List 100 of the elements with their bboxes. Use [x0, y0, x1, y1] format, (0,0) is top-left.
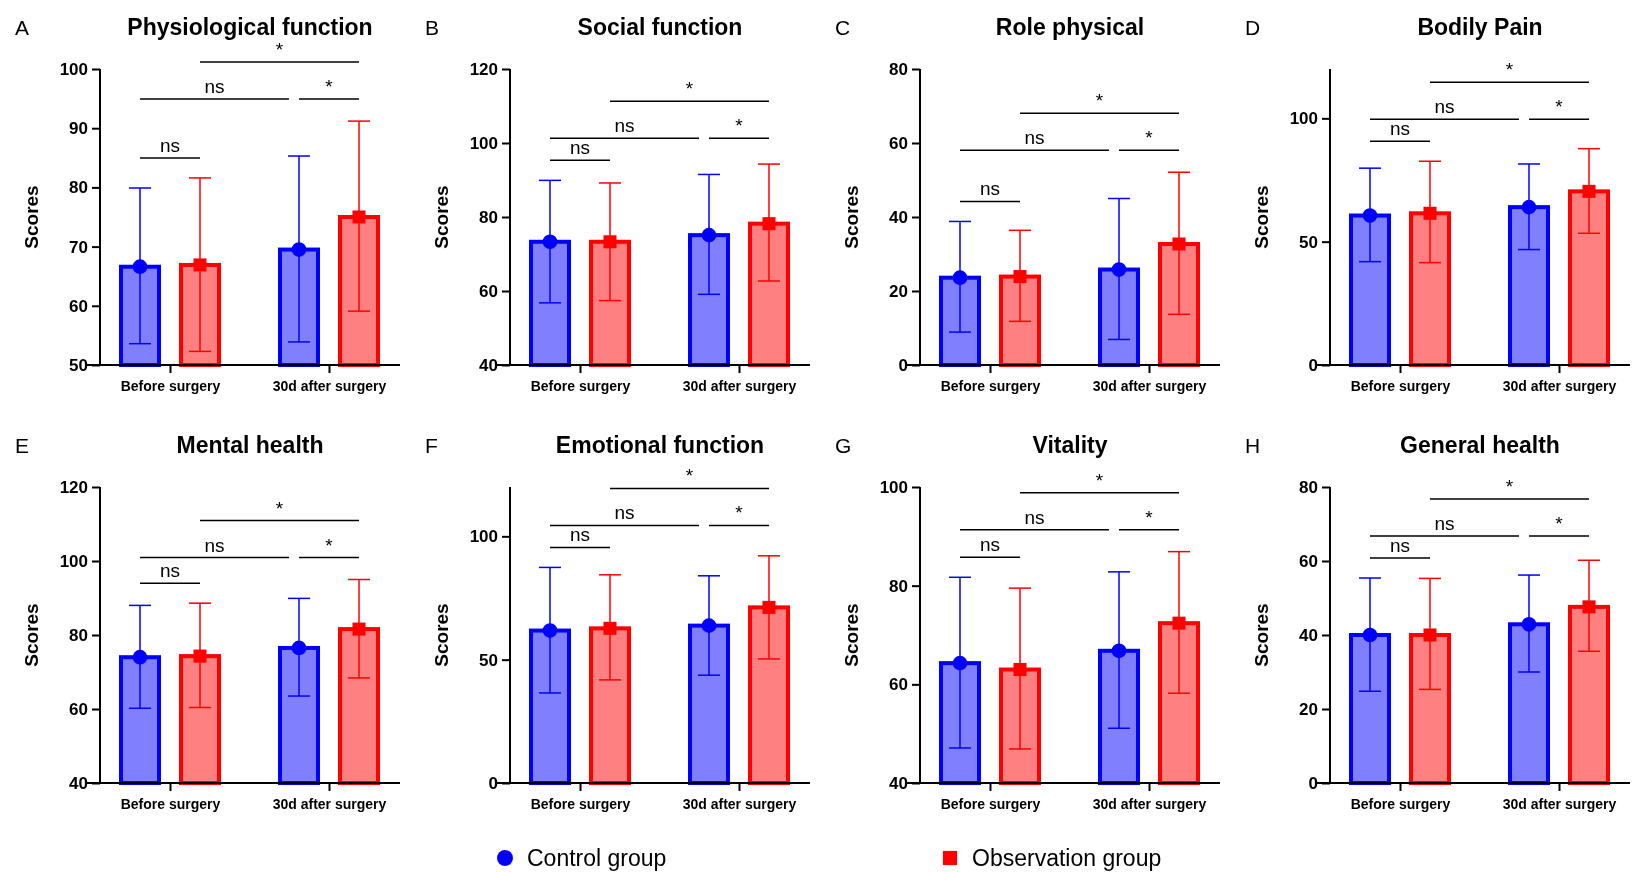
x-tick-label: Before surgery: [120, 795, 221, 812]
y-axis-title: Scores: [21, 603, 42, 667]
significance-bracket: *: [609, 465, 770, 490]
chart-title: Vitality: [1032, 432, 1108, 458]
annotation: *: [1505, 59, 1514, 81]
y-axis-title: Scores: [841, 603, 862, 667]
y-tick-label: 120: [59, 477, 88, 497]
x-tick-label: Before surgery: [1350, 795, 1451, 812]
significance-bracket: ns: [959, 506, 1110, 531]
significance-bracket: *: [1118, 127, 1180, 151]
annotation: ns: [979, 178, 1001, 200]
x-tick-label: 30d after surgery: [272, 377, 387, 394]
text: F: [425, 434, 438, 457]
annotation: ns: [569, 524, 591, 546]
y-tick-label: 100: [1289, 109, 1318, 129]
annotation: *: [1095, 469, 1104, 491]
annotation: *: [325, 534, 334, 556]
annotation: ns: [159, 560, 181, 582]
significance-bracket: ns: [139, 560, 201, 584]
annotation: *: [1145, 506, 1154, 528]
chart-title: Bodily Pain: [1417, 14, 1543, 40]
annotation: *: [275, 497, 284, 519]
y-tick-label: 90: [69, 119, 88, 139]
significance-bracket: *: [708, 115, 770, 140]
legend-label: Control group: [527, 845, 667, 871]
y-tick-label: 40: [889, 207, 908, 227]
y-axis-title: Scores: [1251, 603, 1272, 667]
y-tick-label: 40: [479, 355, 498, 375]
significance-bracket: ns: [139, 76, 290, 100]
y-axis-title: Scores: [841, 185, 862, 249]
y-tick-label: 50: [1299, 232, 1318, 252]
y-tick-label: 100: [59, 551, 88, 571]
significance-bracket: ns: [959, 534, 1021, 559]
significance-bracket: ns: [549, 137, 611, 162]
significance-bracket: ns: [1369, 118, 1431, 142]
y-tick-label: 100: [469, 527, 498, 547]
y-tick-label: 80: [69, 625, 88, 645]
text: B: [425, 16, 440, 39]
significance-bracket: *: [1429, 476, 1590, 500]
significance-bracket: ns: [959, 127, 1110, 151]
y-tick-label: 50: [479, 650, 498, 670]
significance-bracket: ns: [139, 134, 201, 159]
significance-bracket: ns: [549, 502, 700, 527]
annotation: ns: [569, 137, 591, 159]
significance-bracket: *: [1429, 59, 1590, 83]
text: A: [15, 16, 30, 39]
x-tick-label: 30d after surgery: [1502, 377, 1617, 394]
annotation: *: [1505, 476, 1514, 498]
text: H: [1245, 434, 1261, 457]
y-axis-title: Scores: [1251, 185, 1272, 249]
y-tick-label: 60: [889, 133, 908, 153]
y-tick-label: 40: [1299, 625, 1318, 645]
y-tick-label: 80: [889, 59, 908, 79]
annotation: ns: [614, 502, 635, 524]
significance-bracket: *: [1528, 513, 1590, 537]
annotation: ns: [1024, 127, 1045, 149]
y-tick-label: 60: [69, 296, 88, 316]
x-tick-label: 30d after surgery: [682, 377, 797, 394]
y-tick-label: 60: [479, 281, 498, 301]
significance-bracket: *: [609, 78, 770, 103]
y-axis-title: Scores: [431, 603, 452, 667]
significance-bracket: *: [708, 502, 770, 527]
y-tick-label: 80: [69, 178, 88, 198]
y-tick-label: 80: [479, 207, 498, 227]
x-tick-label: 30d after surgery: [682, 795, 797, 812]
annotation: ns: [1434, 513, 1455, 535]
x-tick-label: Before surgery: [940, 795, 1041, 812]
y-tick-label: 20: [1299, 699, 1318, 719]
y-tick-label: 40: [69, 773, 88, 793]
text: C: [835, 16, 851, 39]
annotation: ns: [1434, 96, 1455, 118]
y-tick-label: 120: [469, 59, 498, 79]
x-tick-label: Before surgery: [120, 377, 221, 394]
y-tick-label: 100: [879, 477, 908, 497]
annotation: *: [1555, 513, 1564, 535]
x-tick-label: Before surgery: [530, 377, 631, 394]
x-tick-label: 30d after surgery: [1092, 795, 1207, 812]
significance-bracket: ns: [1369, 513, 1520, 537]
annotation: *: [325, 76, 334, 98]
annotation: ns: [204, 534, 225, 556]
chart-title: Physiological function: [127, 14, 373, 40]
significance-bracket: *: [298, 76, 360, 100]
annotation: ns: [204, 76, 225, 98]
y-tick-label: 80: [889, 576, 908, 596]
significance-bracket: *: [1528, 96, 1590, 120]
y-tick-label: 60: [1299, 551, 1318, 571]
y-tick-label: 70: [69, 237, 88, 257]
significance-bracket: ns: [1369, 96, 1520, 120]
annotation: *: [735, 115, 744, 137]
text: E: [15, 434, 30, 457]
y-tick-label: 60: [889, 675, 908, 695]
significance-bracket: *: [1019, 90, 1180, 114]
x-tick-label: 30d after surgery: [272, 795, 387, 812]
significance-bracket: *: [199, 39, 360, 63]
chart-title: Role physical: [995, 14, 1145, 40]
annotation: ns: [1389, 535, 1411, 557]
legend-label: Observation group: [972, 845, 1162, 871]
x-tick-label: 30d after surgery: [1092, 377, 1207, 394]
significance-bracket: *: [199, 497, 360, 522]
annotation: *: [735, 502, 744, 524]
